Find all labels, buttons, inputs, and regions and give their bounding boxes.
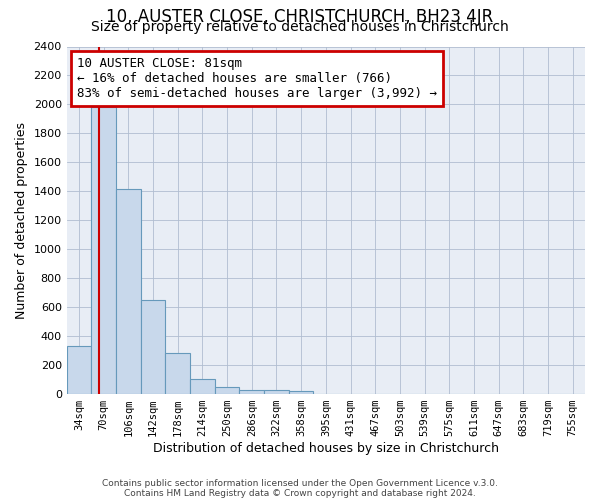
Y-axis label: Number of detached properties: Number of detached properties [15, 122, 28, 319]
Bar [215, 387, 239, 394]
Text: Contains public sector information licensed under the Open Government Licence v.: Contains public sector information licen… [102, 478, 498, 488]
Bar [239, 390, 264, 394]
Bar [116, 189, 141, 394]
Bar [264, 390, 289, 394]
Text: Contains HM Land Registry data © Crown copyright and database right 2024.: Contains HM Land Registry data © Crown c… [124, 488, 476, 498]
Bar [91, 108, 116, 394]
Bar [141, 300, 166, 394]
Text: Size of property relative to detached houses in Christchurch: Size of property relative to detached ho… [91, 20, 509, 34]
Bar [190, 379, 215, 394]
Bar [67, 346, 91, 394]
Text: 10, AUSTER CLOSE, CHRISTCHURCH, BH23 4JR: 10, AUSTER CLOSE, CHRISTCHURCH, BH23 4JR [106, 8, 494, 26]
X-axis label: Distribution of detached houses by size in Christchurch: Distribution of detached houses by size … [153, 442, 499, 455]
Text: 10 AUSTER CLOSE: 81sqm
← 16% of detached houses are smaller (766)
83% of semi-de: 10 AUSTER CLOSE: 81sqm ← 16% of detached… [77, 57, 437, 100]
Bar [289, 391, 313, 394]
Bar [166, 353, 190, 394]
